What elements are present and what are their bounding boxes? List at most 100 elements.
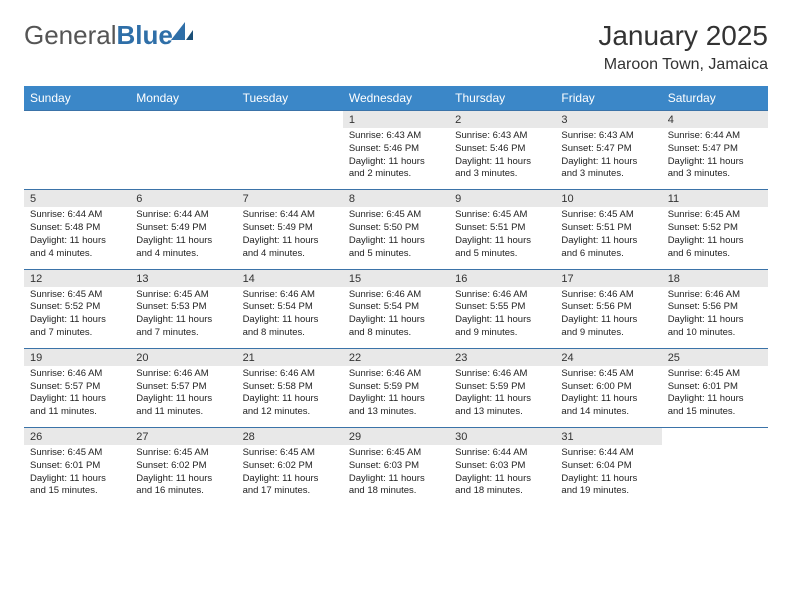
day-detail-cell: Sunrise: 6:46 AMSunset: 5:54 PMDaylight:… (237, 287, 343, 349)
daylight-line: Daylight: 11 hours and 10 minutes. (668, 314, 762, 340)
sunset-line: Sunset: 5:52 PM (668, 222, 762, 235)
daynum-row: 1234 (24, 111, 768, 129)
logo: GeneralBlue (24, 20, 193, 51)
day-detail-cell: Sunrise: 6:46 AMSunset: 5:54 PMDaylight:… (343, 287, 449, 349)
day-number-cell: 16 (449, 269, 555, 287)
sunrise-line: Sunrise: 6:44 AM (455, 447, 549, 460)
sunset-line: Sunset: 5:47 PM (668, 143, 762, 156)
daylight-line: Daylight: 11 hours and 9 minutes. (561, 314, 655, 340)
day-header: Monday (130, 86, 236, 111)
daylight-line: Daylight: 11 hours and 13 minutes. (455, 393, 549, 419)
detail-row: Sunrise: 6:43 AMSunset: 5:46 PMDaylight:… (24, 128, 768, 190)
sunrise-line: Sunrise: 6:45 AM (455, 209, 549, 222)
daylight-line: Daylight: 11 hours and 2 minutes. (349, 156, 443, 182)
day-detail-cell: Sunrise: 6:44 AMSunset: 5:49 PMDaylight:… (237, 207, 343, 269)
sunset-line: Sunset: 5:48 PM (30, 222, 124, 235)
sunset-line: Sunset: 6:04 PM (561, 460, 655, 473)
day-number-cell: 6 (130, 190, 236, 208)
sunset-line: Sunset: 5:56 PM (561, 301, 655, 314)
day-number-cell: 7 (237, 190, 343, 208)
daylight-line: Daylight: 11 hours and 5 minutes. (349, 235, 443, 261)
sunrise-line: Sunrise: 6:43 AM (455, 130, 549, 143)
sunrise-line: Sunrise: 6:45 AM (668, 209, 762, 222)
daylight-line: Daylight: 11 hours and 18 minutes. (455, 473, 549, 499)
sunset-line: Sunset: 5:57 PM (30, 381, 124, 394)
sunrise-line: Sunrise: 6:46 AM (349, 368, 443, 381)
day-number-cell: 20 (130, 348, 236, 366)
day-number-cell: 8 (343, 190, 449, 208)
detail-row: Sunrise: 6:45 AMSunset: 5:52 PMDaylight:… (24, 287, 768, 349)
day-detail-cell: Sunrise: 6:45 AMSunset: 5:50 PMDaylight:… (343, 207, 449, 269)
day-detail-cell: Sunrise: 6:45 AMSunset: 5:53 PMDaylight:… (130, 287, 236, 349)
sunset-line: Sunset: 5:46 PM (349, 143, 443, 156)
day-detail-cell (237, 128, 343, 190)
header: GeneralBlue January 2025 Maroon Town, Ja… (24, 20, 768, 74)
day-number-cell: 27 (130, 428, 236, 446)
day-number-cell (24, 111, 130, 129)
sunset-line: Sunset: 5:46 PM (455, 143, 549, 156)
calendar-body: 1234Sunrise: 6:43 AMSunset: 5:46 PMDayli… (24, 111, 768, 507)
day-number-cell: 19 (24, 348, 130, 366)
day-detail-cell: Sunrise: 6:46 AMSunset: 5:56 PMDaylight:… (662, 287, 768, 349)
sunrise-line: Sunrise: 6:44 AM (30, 209, 124, 222)
day-number-cell: 9 (449, 190, 555, 208)
sunrise-line: Sunrise: 6:43 AM (349, 130, 443, 143)
daylight-line: Daylight: 11 hours and 8 minutes. (243, 314, 337, 340)
page-subtitle: Maroon Town, Jamaica (598, 56, 768, 74)
day-detail-cell: Sunrise: 6:43 AMSunset: 5:47 PMDaylight:… (555, 128, 661, 190)
sunset-line: Sunset: 6:02 PM (136, 460, 230, 473)
day-detail-cell: Sunrise: 6:45 AMSunset: 6:02 PMDaylight:… (130, 445, 236, 506)
sunset-line: Sunset: 6:03 PM (349, 460, 443, 473)
day-detail-cell: Sunrise: 6:43 AMSunset: 5:46 PMDaylight:… (449, 128, 555, 190)
day-number-cell: 18 (662, 269, 768, 287)
sunset-line: Sunset: 5:55 PM (455, 301, 549, 314)
sunrise-line: Sunrise: 6:46 AM (561, 289, 655, 302)
day-detail-cell: Sunrise: 6:44 AMSunset: 6:03 PMDaylight:… (449, 445, 555, 506)
detail-row: Sunrise: 6:46 AMSunset: 5:57 PMDaylight:… (24, 366, 768, 428)
daylight-line: Daylight: 11 hours and 5 minutes. (455, 235, 549, 261)
day-detail-cell: Sunrise: 6:46 AMSunset: 5:57 PMDaylight:… (130, 366, 236, 428)
daylight-line: Daylight: 11 hours and 3 minutes. (455, 156, 549, 182)
sunrise-line: Sunrise: 6:44 AM (668, 130, 762, 143)
sunrise-line: Sunrise: 6:45 AM (30, 447, 124, 460)
page-title: January 2025 (598, 20, 768, 52)
day-detail-cell: Sunrise: 6:46 AMSunset: 5:55 PMDaylight:… (449, 287, 555, 349)
day-detail-cell: Sunrise: 6:46 AMSunset: 5:59 PMDaylight:… (449, 366, 555, 428)
daylight-line: Daylight: 11 hours and 14 minutes. (561, 393, 655, 419)
daylight-line: Daylight: 11 hours and 7 minutes. (136, 314, 230, 340)
sunset-line: Sunset: 5:49 PM (136, 222, 230, 235)
day-header: Wednesday (343, 86, 449, 111)
day-detail-cell: Sunrise: 6:45 AMSunset: 6:01 PMDaylight:… (662, 366, 768, 428)
day-detail-cell: Sunrise: 6:44 AMSunset: 6:04 PMDaylight:… (555, 445, 661, 506)
day-number-cell: 14 (237, 269, 343, 287)
daynum-row: 567891011 (24, 190, 768, 208)
day-detail-cell: Sunrise: 6:45 AMSunset: 5:51 PMDaylight:… (555, 207, 661, 269)
sunset-line: Sunset: 5:51 PM (561, 222, 655, 235)
sunrise-line: Sunrise: 6:46 AM (668, 289, 762, 302)
daylight-line: Daylight: 11 hours and 11 minutes. (30, 393, 124, 419)
sunrise-line: Sunrise: 6:46 AM (455, 368, 549, 381)
day-number-cell: 25 (662, 348, 768, 366)
day-number-cell: 23 (449, 348, 555, 366)
day-header: Saturday (662, 86, 768, 111)
daylight-line: Daylight: 11 hours and 4 minutes. (136, 235, 230, 261)
daylight-line: Daylight: 11 hours and 16 minutes. (136, 473, 230, 499)
daynum-row: 19202122232425 (24, 348, 768, 366)
day-number-cell (130, 111, 236, 129)
page: GeneralBlue January 2025 Maroon Town, Ja… (0, 0, 792, 526)
sunset-line: Sunset: 6:01 PM (668, 381, 762, 394)
sunrise-line: Sunrise: 6:46 AM (349, 289, 443, 302)
day-number-cell (662, 428, 768, 446)
day-detail-cell (662, 445, 768, 506)
daylight-line: Daylight: 11 hours and 18 minutes. (349, 473, 443, 499)
daynum-row: 12131415161718 (24, 269, 768, 287)
day-number-cell: 17 (555, 269, 661, 287)
sunset-line: Sunset: 5:59 PM (455, 381, 549, 394)
sunset-line: Sunset: 6:03 PM (455, 460, 549, 473)
sunrise-line: Sunrise: 6:45 AM (561, 209, 655, 222)
daylight-line: Daylight: 11 hours and 12 minutes. (243, 393, 337, 419)
sunrise-line: Sunrise: 6:44 AM (136, 209, 230, 222)
sunrise-line: Sunrise: 6:45 AM (561, 368, 655, 381)
day-number-cell: 30 (449, 428, 555, 446)
sunrise-line: Sunrise: 6:46 AM (30, 368, 124, 381)
